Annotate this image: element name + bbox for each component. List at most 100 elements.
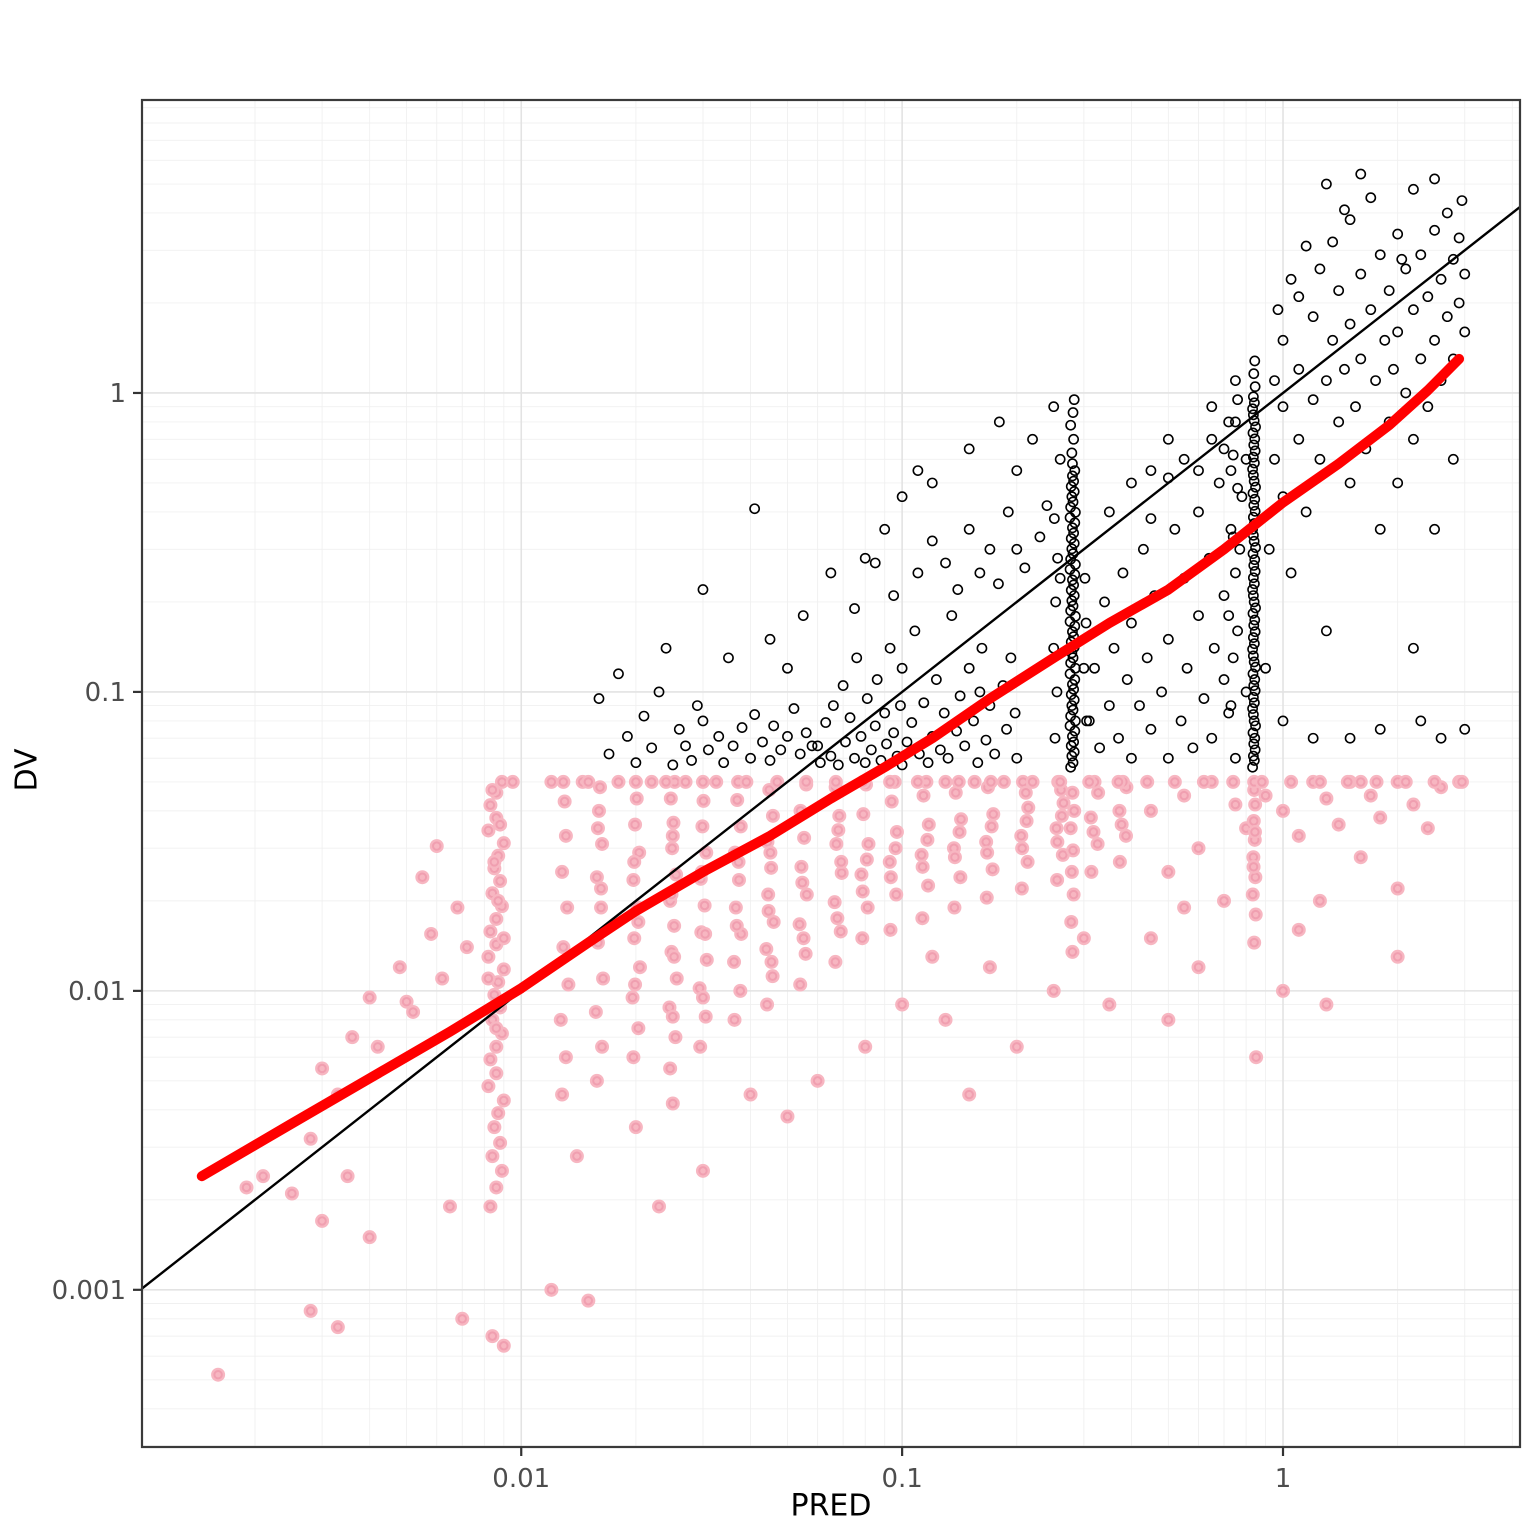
blq-point	[330, 1320, 345, 1335]
blq-point-ring	[862, 854, 872, 865]
blq-point-disc	[415, 870, 430, 885]
blq-point-disc	[889, 887, 904, 902]
blq-point-disc	[1015, 774, 1030, 789]
blq-point-ring	[669, 952, 679, 962]
blq-point-disc	[667, 918, 682, 933]
blq-point-disc	[392, 960, 407, 975]
blq-point-disc	[1248, 797, 1263, 812]
blq-point-ring	[732, 921, 742, 931]
blq-point	[952, 824, 967, 839]
blq-point-ring	[457, 1314, 467, 1324]
blq-point	[889, 887, 904, 902]
observation-point	[912, 465, 924, 476]
blq-point-ring	[661, 777, 671, 787]
blq-point	[1248, 907, 1263, 922]
blq-point-ring	[711, 777, 721, 787]
observation-point	[1156, 686, 1167, 698]
blq-point	[764, 860, 779, 875]
observation-point	[895, 700, 906, 711]
observation-point	[1248, 596, 1260, 608]
observation-point	[1068, 736, 1080, 748]
blq-point-disc	[627, 854, 642, 869]
blq-point-disc	[1065, 785, 1080, 800]
blq-point	[921, 817, 936, 832]
observation-point	[1374, 523, 1386, 535]
blq-point-ring	[702, 955, 712, 965]
blq-point-disc	[1021, 800, 1036, 815]
blq-point-disc	[315, 1213, 330, 1228]
observation-point	[1249, 626, 1261, 638]
blq-point-disc	[986, 807, 1001, 822]
blq-point-disc	[1143, 803, 1158, 818]
observation-point	[749, 709, 761, 720]
blq-point	[442, 1199, 457, 1214]
observation-point	[1408, 642, 1419, 654]
blq-point-ring	[1278, 986, 1288, 996]
blq-point-ring	[950, 852, 960, 862]
observation-point	[1248, 697, 1260, 709]
observation-point	[1083, 715, 1095, 727]
blq-point-disc	[1319, 997, 1334, 1012]
blq-point	[340, 1169, 355, 1184]
observation-point	[881, 738, 892, 750]
blq-point-disc	[1014, 881, 1029, 896]
blq-point-ring	[241, 1182, 252, 1193]
observation-point	[1447, 253, 1459, 265]
observation-point	[1248, 475, 1260, 487]
blq-point-disc	[951, 774, 966, 789]
blq-point	[1064, 864, 1079, 879]
blq-point-ring	[1219, 896, 1229, 906]
blq-point	[810, 1073, 825, 1088]
blq-point-ring	[1086, 867, 1097, 877]
blq-point-disc	[983, 774, 998, 789]
blq-point-ring	[1068, 845, 1078, 856]
blq-point-ring	[305, 1306, 316, 1316]
blq-point-ring	[1278, 806, 1288, 816]
blq-point	[967, 774, 982, 789]
blq-point	[827, 895, 842, 910]
blq-point	[727, 954, 742, 969]
blq-point-ring	[836, 868, 847, 878]
observation-point	[1260, 662, 1271, 674]
observation-point	[1236, 491, 1248, 503]
blq-point-disc	[1066, 887, 1081, 902]
blq-point	[485, 1149, 500, 1164]
blq-point	[1276, 803, 1291, 818]
blq-point-ring	[1058, 850, 1068, 860]
identity-line	[142, 206, 1520, 1290]
observation-point	[984, 543, 996, 555]
observation-point	[1441, 207, 1453, 219]
blq-point	[1111, 774, 1126, 789]
blq-point-ring	[672, 973, 682, 984]
blq-point-ring	[863, 839, 874, 849]
blq-point-disc	[709, 774, 724, 789]
y-tick-label: 1	[109, 379, 126, 409]
blq-point	[798, 946, 813, 961]
observation-point	[1248, 457, 1260, 469]
observation-point	[1145, 723, 1157, 735]
observation-point	[946, 610, 958, 622]
blq-point	[883, 774, 898, 789]
observation-point	[1247, 391, 1259, 403]
blq-point-ring	[1027, 777, 1038, 787]
blq-point	[855, 931, 870, 946]
observation-point	[1248, 499, 1260, 511]
blq-point-disc	[915, 911, 930, 926]
blq-point	[1112, 854, 1127, 869]
observation-point	[963, 523, 975, 535]
blq-point-disc	[663, 791, 678, 806]
observation-point	[1379, 334, 1391, 346]
observation-point	[1052, 552, 1064, 564]
blq-point-ring	[761, 944, 772, 954]
blq-point	[831, 823, 846, 838]
blq-point-disc	[1056, 796, 1071, 811]
blq-point-disc	[489, 1039, 504, 1054]
blq-point-disc	[496, 931, 511, 946]
blq-point-ring	[1084, 777, 1094, 787]
blq-point-ring	[829, 897, 840, 907]
blq-point	[496, 836, 511, 851]
observation-point	[1247, 427, 1259, 439]
observation-point	[667, 759, 679, 771]
observation-point	[1293, 363, 1305, 375]
blq-point-ring	[546, 1285, 557, 1295]
